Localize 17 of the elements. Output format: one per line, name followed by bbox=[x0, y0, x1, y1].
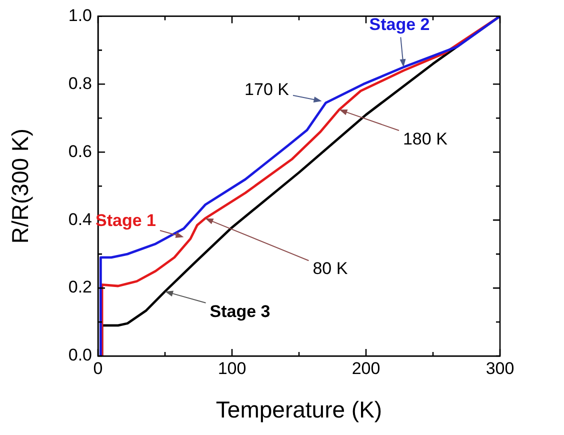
annotation: Stage 2 bbox=[369, 14, 430, 34]
x-tick-label: 300 bbox=[486, 358, 514, 378]
y-axis-title: R/R(300 K) bbox=[7, 128, 34, 244]
x-tick-label: 200 bbox=[352, 358, 380, 378]
annotation: 80 K bbox=[312, 259, 348, 278]
annotation: 170 K bbox=[244, 80, 290, 99]
x-axis-title: Temperature (K) bbox=[216, 396, 382, 423]
x-tick-label: 100 bbox=[218, 358, 246, 378]
y-tick-label: 0.6 bbox=[68, 142, 92, 161]
y-tick-label: 1.0 bbox=[68, 6, 92, 25]
y-tick-label: 0.8 bbox=[68, 74, 92, 93]
annotation: 180 K bbox=[402, 129, 448, 148]
y-tick-label: 0.4 bbox=[68, 210, 92, 229]
annotation: Stage 3 bbox=[210, 302, 270, 322]
y-tick-label: 0.2 bbox=[68, 278, 92, 297]
x-tick-label: 0 bbox=[93, 358, 103, 378]
y-tick-label: 0.0 bbox=[68, 346, 92, 365]
